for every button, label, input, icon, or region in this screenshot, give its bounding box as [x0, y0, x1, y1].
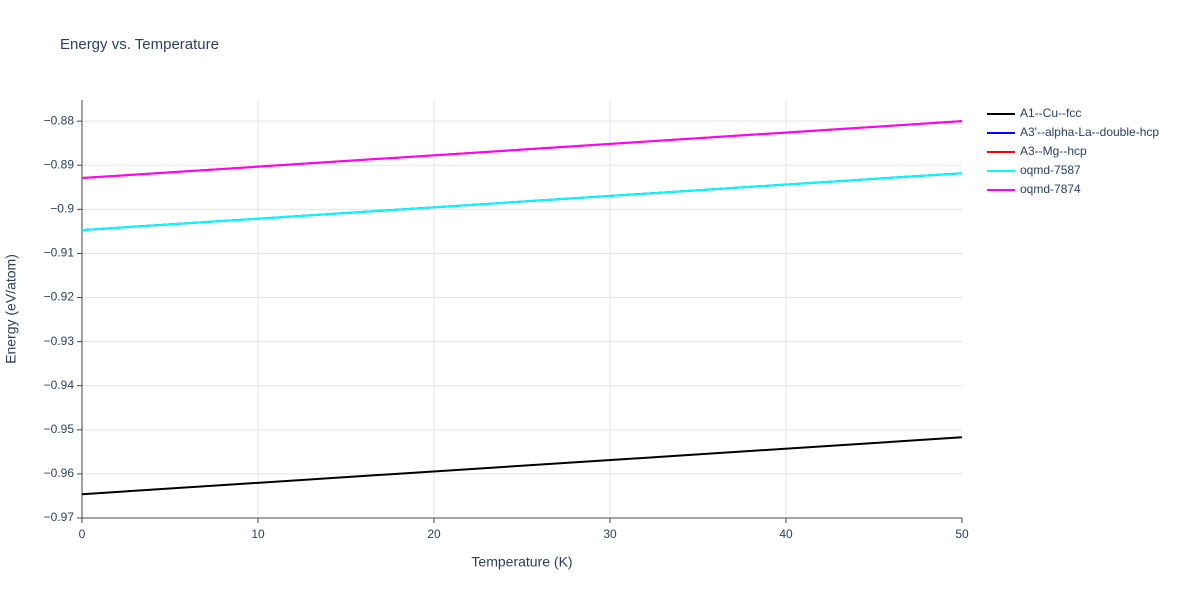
legend-label: oqmd-7587	[1020, 163, 1081, 177]
y-tick-label: −0.97	[44, 510, 75, 524]
x-tick-label: 50	[955, 527, 969, 541]
x-tick-label: 30	[603, 527, 617, 541]
x-tick-label: 20	[427, 527, 441, 541]
legend-label: A1--Cu--fcc	[1020, 106, 1081, 120]
legend-label: A3--Mg--hcp	[1020, 144, 1087, 158]
y-tick-label: −0.91	[44, 246, 75, 260]
y-tick-label: −0.93	[44, 334, 75, 348]
series-line	[81, 120, 963, 180]
y-tick-label: −0.92	[44, 290, 75, 304]
series-line	[81, 436, 963, 496]
y-tick-label: −0.89	[44, 157, 75, 171]
legend-label: A3'--alpha-La--double-hcp	[1020, 125, 1159, 139]
x-tick-label: 10	[251, 527, 265, 541]
x-tick-label: 0	[79, 527, 86, 541]
y-tick-label: −0.9	[50, 202, 74, 216]
series-line	[81, 172, 963, 232]
y-axis-title: Energy (eV/atom)	[3, 254, 19, 364]
legend-label: oqmd-7874	[1020, 182, 1081, 196]
chart-title: Energy vs. Temperature	[60, 36, 219, 53]
x-tick-label: 40	[779, 527, 793, 541]
y-tick-label: −0.88	[44, 113, 75, 127]
y-tick-label: −0.96	[44, 466, 75, 480]
y-tick-label: −0.95	[44, 422, 75, 436]
y-tick-label: −0.94	[44, 378, 75, 392]
x-axis-title: Temperature (K)	[471, 554, 572, 570]
